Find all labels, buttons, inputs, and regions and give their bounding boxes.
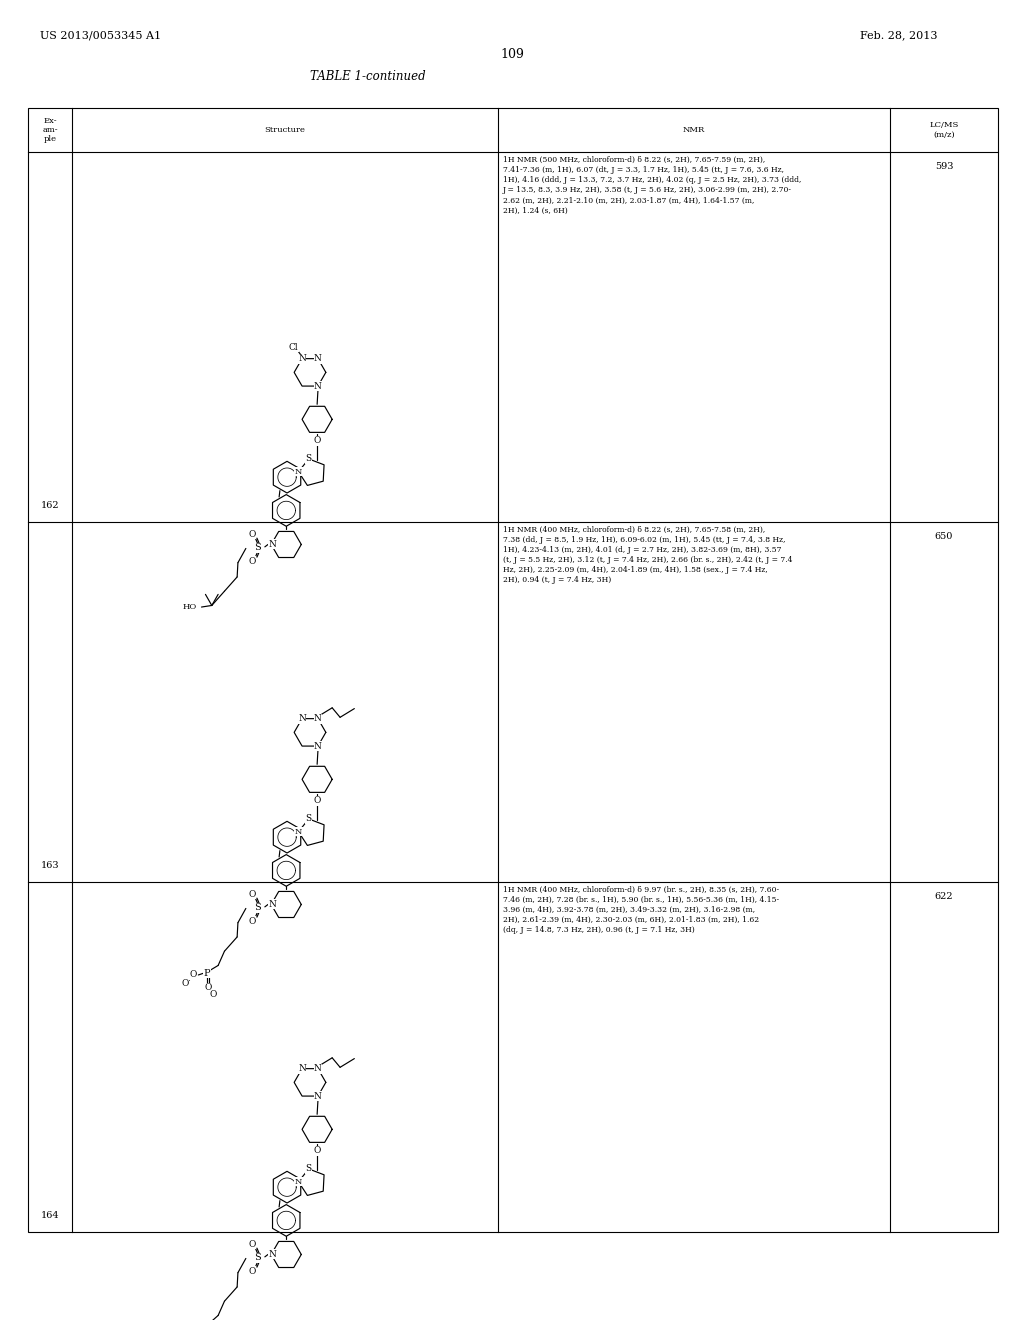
Text: N: N bbox=[314, 1092, 322, 1101]
Text: O: O bbox=[313, 1146, 321, 1155]
Text: P: P bbox=[204, 969, 210, 978]
Text: Ex-
am-
ple: Ex- am- ple bbox=[42, 116, 57, 143]
Text: LC/MS
(m/z): LC/MS (m/z) bbox=[930, 121, 958, 139]
Text: N: N bbox=[268, 540, 275, 549]
Text: 109: 109 bbox=[500, 48, 524, 61]
Text: N: N bbox=[298, 1064, 306, 1073]
Text: HO: HO bbox=[182, 603, 197, 611]
Text: N: N bbox=[314, 1064, 322, 1073]
Text: Structure: Structure bbox=[264, 125, 305, 135]
Text: N: N bbox=[298, 354, 306, 363]
Text: O: O bbox=[313, 796, 321, 805]
Text: O: O bbox=[249, 1267, 256, 1275]
Text: 1H NMR (400 MHz, chloroform-d) δ 8.22 (s, 2H), 7.65-7.58 (m, 2H),
7.38 (dd, J = : 1H NMR (400 MHz, chloroform-d) δ 8.22 (s… bbox=[503, 525, 793, 585]
Text: 650: 650 bbox=[935, 532, 953, 541]
Text: S: S bbox=[306, 814, 312, 824]
Text: 622: 622 bbox=[935, 892, 953, 902]
Text: N: N bbox=[314, 381, 322, 391]
Text: O: O bbox=[181, 979, 188, 989]
Text: O: O bbox=[189, 970, 197, 979]
Text: N: N bbox=[314, 742, 322, 751]
Bar bbox=[28, 108, 998, 1232]
Text: N: N bbox=[295, 828, 302, 836]
Text: O: O bbox=[249, 557, 256, 565]
Text: S: S bbox=[306, 454, 312, 463]
Text: NMR: NMR bbox=[683, 125, 706, 135]
Text: N: N bbox=[268, 900, 275, 908]
Text: N: N bbox=[295, 1177, 302, 1185]
Text: N: N bbox=[268, 1250, 275, 1259]
Text: O: O bbox=[313, 436, 321, 445]
Text: S: S bbox=[306, 1164, 312, 1173]
Text: O: O bbox=[249, 1239, 256, 1249]
Text: Cl: Cl bbox=[289, 342, 298, 351]
Text: 162: 162 bbox=[41, 502, 59, 510]
Text: TABLE 1-continued: TABLE 1-continued bbox=[310, 70, 426, 83]
Text: 1H NMR (400 MHz, chloroform-d) δ 9.97 (br. s., 2H), 8.35 (s, 2H), 7.60-
7.46 (m,: 1H NMR (400 MHz, chloroform-d) δ 9.97 (b… bbox=[503, 886, 779, 935]
Text: O: O bbox=[204, 983, 212, 993]
Text: O: O bbox=[249, 890, 256, 899]
Text: N: N bbox=[314, 714, 322, 723]
Text: O: O bbox=[249, 916, 256, 925]
Text: O: O bbox=[210, 990, 217, 999]
Text: N: N bbox=[314, 354, 322, 363]
Text: S: S bbox=[254, 543, 261, 552]
Text: S: S bbox=[254, 903, 261, 912]
Text: 163: 163 bbox=[41, 861, 59, 870]
Text: US 2013/0053345 A1: US 2013/0053345 A1 bbox=[40, 30, 161, 40]
Text: Feb. 28, 2013: Feb. 28, 2013 bbox=[860, 30, 938, 40]
Text: N: N bbox=[298, 714, 306, 723]
Text: S: S bbox=[254, 1253, 261, 1262]
Text: O: O bbox=[249, 529, 256, 539]
Text: 593: 593 bbox=[935, 162, 953, 172]
Text: 164: 164 bbox=[41, 1210, 59, 1220]
Text: 1H NMR (500 MHz, chloroform-d) δ 8.22 (s, 2H), 7.65-7.59 (m, 2H),
7.41-7.36 (m, : 1H NMR (500 MHz, chloroform-d) δ 8.22 (s… bbox=[503, 156, 802, 214]
Text: N: N bbox=[295, 467, 302, 475]
